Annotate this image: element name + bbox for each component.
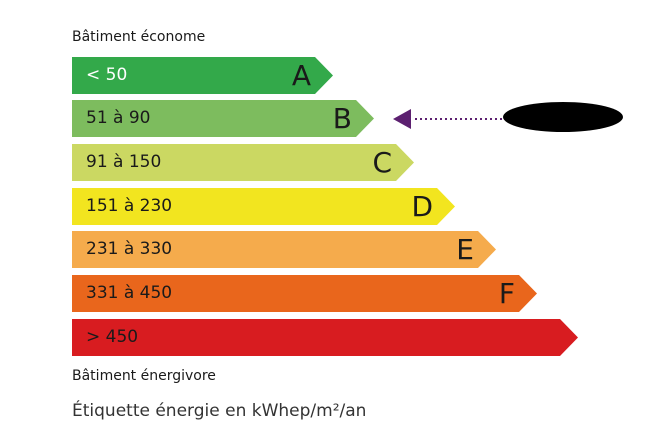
class-range: > 450 [86,327,139,347]
class-letter: E [456,233,474,266]
bottom-caption: Bâtiment énergivore [72,368,216,384]
class-range: 331 à 450 [86,283,173,303]
rating-indicator [393,102,623,132]
energy-class-c: 91 à 150 C [72,144,414,181]
class-letter: D [411,190,433,223]
energy-class-f: 331 à 450 F [72,275,537,312]
energy-class-a: < 50 A [72,57,333,94]
class-letter: F [498,277,515,310]
class-range: < 50 [86,65,128,85]
class-letter: C [372,146,392,179]
indicator-arrow-icon [393,109,411,129]
energy-class-d: 151 à 230 D [72,188,455,225]
energy-class-g: > 450 [72,319,578,356]
class-range: 231 à 330 [86,239,173,259]
energy-class-e: 231 à 330 E [72,231,496,268]
redacted-value [503,102,623,132]
class-letter: A [291,59,311,92]
top-caption: Bâtiment économe [72,29,206,45]
footer-label: Étiquette énergie en kWhep/m²/an [72,401,367,421]
class-range: 151 à 230 [86,196,173,216]
energy-class-b: 51 à 90 B [72,100,374,137]
class-letter: B [332,102,352,135]
class-range: 51 à 90 [86,108,151,128]
class-range: 91 à 150 [86,152,162,172]
